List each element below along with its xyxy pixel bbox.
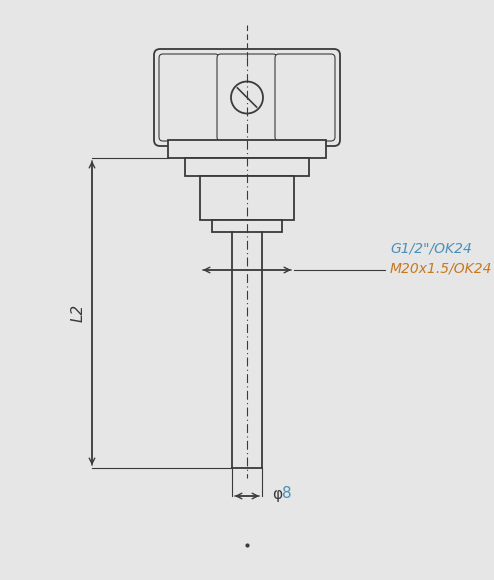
Text: 8: 8 [282,487,291,502]
Bar [168,140,326,158]
Text: L2: L2 [71,304,85,322]
Bar [185,158,309,176]
Text: M20x1.5/OK24: M20x1.5/OK24 [390,261,493,275]
Text: φ: φ [272,487,282,502]
Text: G1/2"/OK24: G1/2"/OK24 [390,241,472,255]
Bar [200,176,294,220]
Bar [212,220,282,232]
FancyBboxPatch shape [275,54,335,141]
FancyBboxPatch shape [217,54,277,141]
FancyBboxPatch shape [154,49,340,146]
FancyBboxPatch shape [159,54,219,141]
